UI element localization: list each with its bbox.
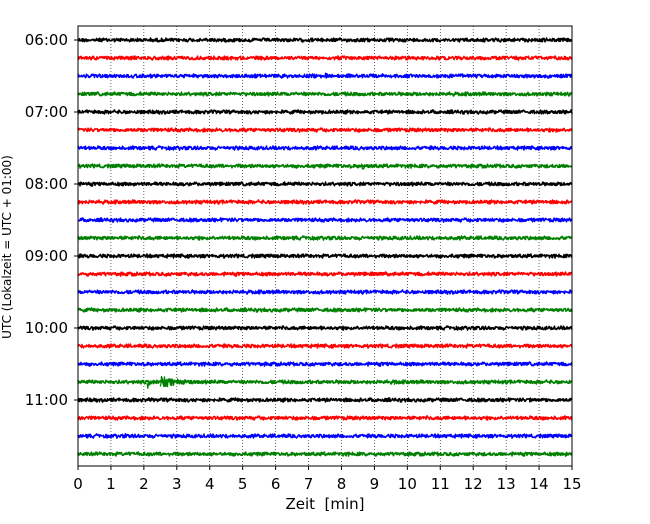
x-tick-label-0: 0 bbox=[73, 475, 83, 493]
y-axis-ticks: 06:00 07:00 08:00 09:00 10:00 11:00 bbox=[25, 31, 78, 409]
event-6 bbox=[370, 271, 391, 277]
y-tick-label-2: 08:00 bbox=[25, 175, 68, 193]
trace-1100 bbox=[77, 397, 573, 403]
trace-0745 bbox=[77, 163, 573, 169]
trace-1115 bbox=[77, 415, 573, 421]
event-1 bbox=[568, 74, 572, 77]
trace-0800 bbox=[77, 181, 573, 187]
x-tick-label-7: 7 bbox=[304, 475, 314, 493]
event-10 bbox=[146, 398, 154, 402]
y-tick-label-5: 11:00 bbox=[25, 391, 68, 409]
trace-0830 bbox=[77, 217, 573, 223]
x-tick-label-8: 8 bbox=[337, 475, 347, 493]
y-axis-label: UTC (Lokalzeit = UTC + 01:00) bbox=[0, 155, 14, 339]
trace-1000 bbox=[77, 325, 573, 331]
trace-0945 bbox=[77, 307, 573, 313]
event-13 bbox=[564, 451, 572, 458]
event-4 bbox=[558, 163, 569, 168]
trace-layer bbox=[77, 37, 573, 457]
trace-0730 bbox=[77, 145, 573, 151]
trace-0645 bbox=[77, 91, 573, 97]
event-layer bbox=[123, 72, 572, 458]
x-tick-label-9: 9 bbox=[370, 475, 380, 493]
trace-0915 bbox=[77, 271, 573, 277]
trace-1030 bbox=[77, 361, 573, 367]
y-tick-label-3: 09:00 bbox=[25, 247, 68, 265]
plot-frame bbox=[77, 25, 573, 467]
trace-0815 bbox=[77, 199, 573, 205]
trace-1015 bbox=[77, 343, 573, 349]
x-tick-label-2: 2 bbox=[139, 475, 149, 493]
x-tick-label-1: 1 bbox=[106, 475, 116, 493]
event-11 bbox=[528, 397, 539, 403]
trace-0900 bbox=[77, 253, 573, 259]
x-tick-label-10: 10 bbox=[398, 475, 417, 493]
trace-0930 bbox=[77, 289, 573, 295]
trace-0715 bbox=[77, 127, 573, 133]
trace-1045 bbox=[77, 379, 573, 385]
event-12 bbox=[123, 432, 134, 438]
trace-1130 bbox=[77, 433, 573, 439]
event-3 bbox=[360, 163, 378, 170]
x-tick-label-6: 6 bbox=[271, 475, 281, 493]
x-tick-label-4: 4 bbox=[205, 475, 215, 493]
x-tick-label-15: 15 bbox=[562, 475, 581, 493]
event-5 bbox=[462, 253, 483, 258]
x-axis-ticks: 0 1 2 3 4 5 6 7 8 9 10 11 12 13 14 15 bbox=[73, 466, 582, 493]
x-tick-label-12: 12 bbox=[464, 475, 483, 493]
trace-1145 bbox=[77, 451, 573, 457]
y-tick-label-1: 07:00 bbox=[25, 103, 68, 121]
trace-0845 bbox=[77, 235, 573, 241]
x-tick-label-5: 5 bbox=[238, 475, 248, 493]
trace-0600 bbox=[77, 37, 573, 43]
x-tick-label-11: 11 bbox=[431, 475, 450, 493]
trace-0615 bbox=[77, 55, 573, 61]
event-7 bbox=[146, 380, 154, 389]
event-9 bbox=[393, 379, 405, 385]
grid-layer bbox=[110, 26, 540, 466]
trace-0700 bbox=[77, 109, 573, 115]
y-tick-label-0: 06:00 bbox=[25, 31, 68, 49]
y-tick-label-4: 10:00 bbox=[25, 319, 68, 337]
event-0 bbox=[324, 72, 338, 79]
x-tick-label-3: 3 bbox=[172, 475, 182, 493]
event-2 bbox=[554, 127, 566, 133]
x-axis-label: Zeit [min] bbox=[285, 495, 364, 513]
x-tick-label-14: 14 bbox=[530, 475, 549, 493]
event-8 bbox=[159, 375, 233, 388]
x-tick-label-13: 13 bbox=[497, 475, 516, 493]
